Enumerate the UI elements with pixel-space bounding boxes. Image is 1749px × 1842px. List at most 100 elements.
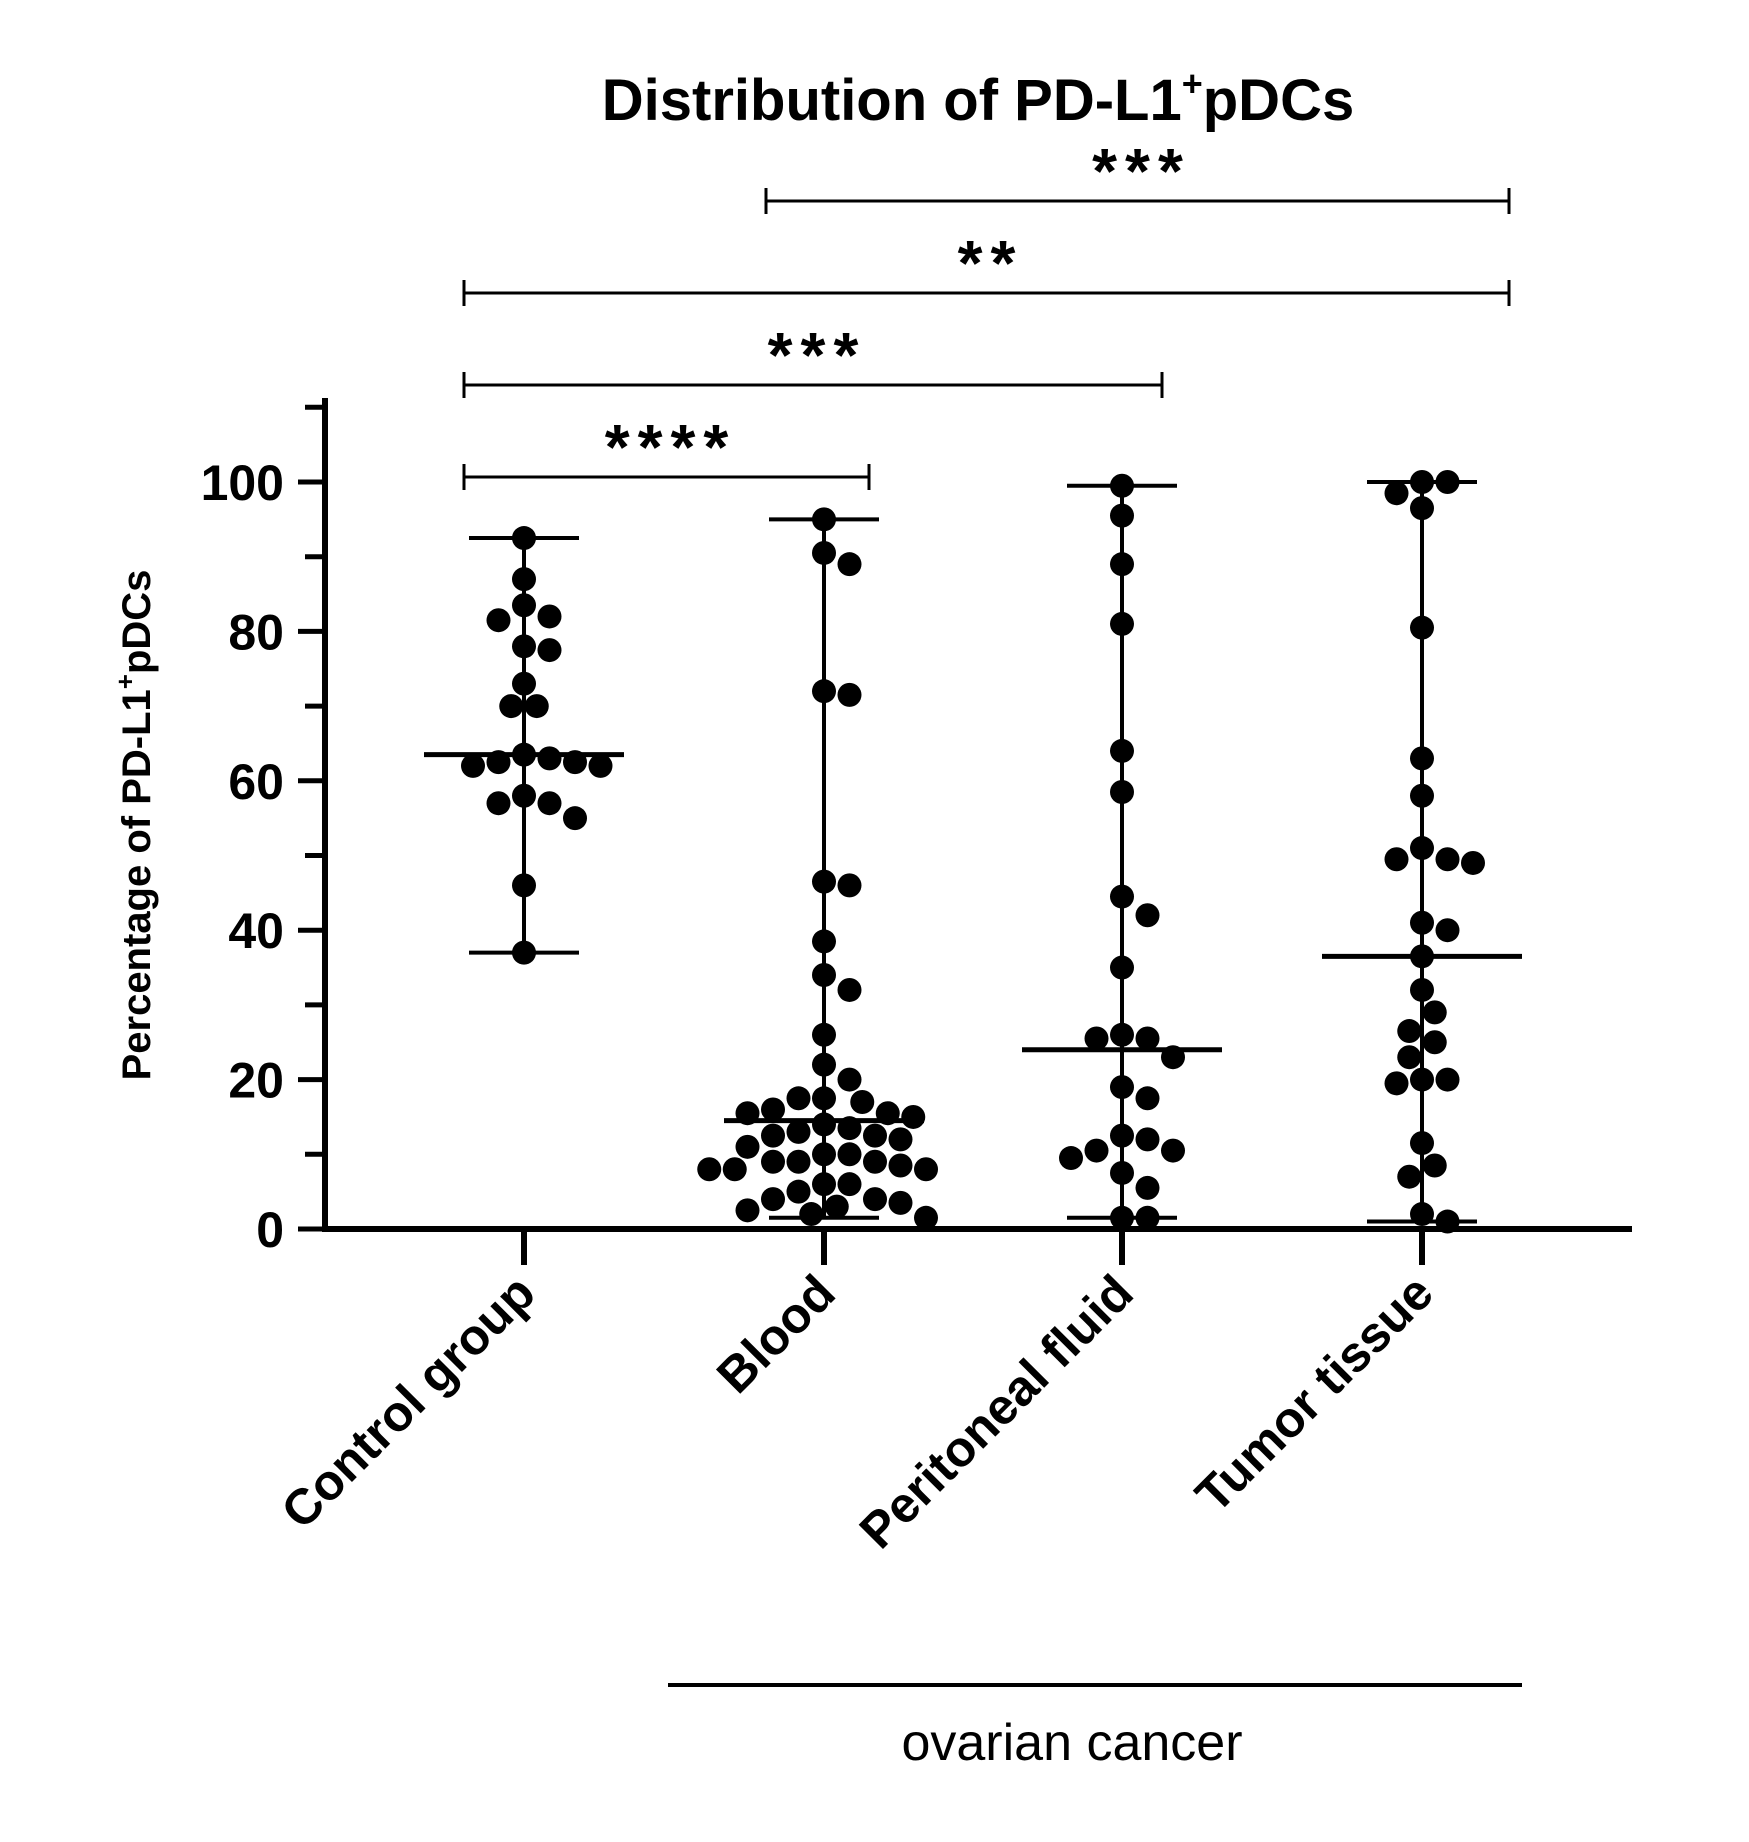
data-point-tumor-tissue-20 [1435, 1067, 1460, 1092]
data-point-tumor-tissue-18 [1397, 1045, 1422, 1070]
x-ticks: Control group Blood Peritoneal fluid Tumor … [271, 1229, 1444, 1559]
data-point-blood-25 [888, 1127, 913, 1152]
data-point-blood-38 [786, 1179, 811, 1204]
bracket-blood-vs-tumor-tissue-label: *** [1092, 135, 1191, 207]
data-point-blood-44 [799, 1202, 824, 1227]
data-point-peritoneal-fluid-20 [1110, 1160, 1134, 1185]
data-point-peritoneal-fluid-3 [1110, 611, 1134, 636]
data-point-blood-30 [863, 1149, 887, 1174]
chart-title-main: Distribution of PD-L1 [602, 68, 1182, 133]
data-point-control-group-6 [537, 638, 562, 663]
data-point-tumor-tissue-11 [1410, 910, 1434, 935]
data-point-blood-31 [761, 1149, 785, 1174]
data-point-peritoneal-fluid-17 [1084, 1138, 1109, 1163]
data-point-blood-29 [786, 1149, 811, 1174]
data-point-tumor-tissue-10 [1461, 850, 1485, 875]
data-point-peritoneal-fluid-5 [1110, 780, 1134, 805]
data-point-blood-27 [812, 1142, 836, 1167]
data-point-peritoneal-fluid-18 [1161, 1138, 1185, 1163]
data-point-tumor-tissue-3 [1410, 496, 1434, 521]
data-point-blood-39 [863, 1187, 887, 1212]
data-point-tumor-tissue-4 [1410, 615, 1434, 640]
data-point-control-group-21 [512, 940, 536, 965]
data-point-blood-28 [837, 1142, 862, 1167]
data-point-tumor-tissue-9 [1384, 847, 1409, 872]
data-point-blood-4 [837, 682, 862, 707]
chart-title: Distribution of PD-L1+pDCs [602, 63, 1354, 133]
data-point-tumor-tissue-19 [1410, 1067, 1434, 1092]
data-point-tumor-tissue-17 [1422, 1030, 1447, 1055]
data-point-blood-40 [761, 1187, 785, 1212]
data-point-tumor-tissue-25 [1410, 1202, 1434, 1227]
data-point-tumor-tissue-23 [1422, 1153, 1447, 1178]
y-tick-label-100: 100 [201, 455, 284, 511]
data-point-control-group-17 [537, 791, 562, 816]
data-point-blood-1 [812, 540, 836, 565]
data-point-peritoneal-fluid-8 [1110, 955, 1134, 980]
data-point-control-group-8 [524, 694, 549, 719]
y-tick-label-40: 40 [228, 903, 284, 959]
group-label-ovarian-cancer: ovarian cancer [901, 1714, 1242, 1772]
bracket-control-group-vs-peritoneal-fluid-label: *** [768, 319, 867, 391]
data-point-control-group-20 [512, 873, 536, 898]
y-tick-label-0: 0 [256, 1202, 284, 1258]
median-lines [424, 752, 1522, 1124]
data-point-tumor-tissue-24 [1397, 1164, 1422, 1189]
data-point-blood-0 [812, 507, 836, 532]
data-point-blood-42 [824, 1194, 849, 1219]
data-point-tumor-tissue-21 [1384, 1071, 1409, 1096]
data-point-peritoneal-fluid-9 [1110, 1022, 1134, 1047]
data-point-blood-24 [761, 1123, 785, 1148]
data-point-blood-36 [812, 1172, 836, 1197]
data-point-blood-15 [850, 1090, 875, 1115]
data-point-peritoneal-fluid-22 [1110, 1205, 1134, 1230]
data-point-control-group-1 [512, 567, 536, 592]
data-point-tumor-tissue-8 [1435, 847, 1460, 872]
data-point-blood-35 [697, 1157, 722, 1182]
y-axis-label: Percentage of PD-L1+pDCs [110, 570, 159, 1081]
data-point-control-group-5 [512, 634, 536, 659]
data-point-blood-34 [914, 1157, 938, 1182]
data-point-blood-2 [837, 552, 862, 577]
data-point-peritoneal-fluid-11 [1084, 1026, 1109, 1051]
data-point-blood-13 [812, 1086, 836, 1111]
data-point-control-group-4 [486, 608, 511, 633]
data-point-blood-9 [837, 977, 862, 1002]
data-point-peritoneal-fluid-4 [1110, 738, 1134, 763]
data-point-blood-43 [735, 1198, 760, 1223]
y-axis-label-tail: pDCs [115, 570, 159, 674]
range-bars [469, 480, 1477, 1224]
data-point-blood-33 [722, 1157, 747, 1182]
x-tick-label-control-group: Control group [271, 1264, 546, 1539]
data-point-blood-6 [837, 873, 862, 898]
data-point-blood-7 [812, 929, 836, 954]
data-point-blood-10 [812, 1022, 836, 1047]
data-point-blood-12 [837, 1067, 862, 1092]
data-point-tumor-tissue-5 [1410, 746, 1434, 771]
data-point-blood-32 [888, 1153, 913, 1178]
data-point-tumor-tissue-1 [1435, 470, 1460, 494]
bracket-control-group-vs-blood-label: **** [605, 411, 737, 483]
data-point-peritoneal-fluid-16 [1135, 1127, 1160, 1152]
data-point-control-group-16 [512, 783, 536, 808]
y-axis-label-superscript: + [110, 674, 140, 689]
data-point-peritoneal-fluid-23 [1135, 1205, 1160, 1230]
data-point-peritoneal-fluid-19 [1059, 1146, 1083, 1171]
data-point-peritoneal-fluid-1 [1110, 503, 1134, 528]
data-point-tumor-tissue-26 [1435, 1209, 1460, 1234]
data-point-peritoneal-fluid-0 [1110, 473, 1134, 498]
y-tick-label-60: 60 [228, 754, 284, 810]
data-point-peritoneal-fluid-15 [1110, 1123, 1134, 1148]
data-point-blood-5 [812, 869, 836, 894]
data-point-peritoneal-fluid-7 [1135, 903, 1160, 928]
data-point-control-group-7 [512, 671, 536, 696]
data-point-peritoneal-fluid-10 [1135, 1026, 1160, 1051]
data-point-control-group-15 [588, 753, 613, 778]
data-point-control-group-0 [512, 526, 536, 551]
data-point-blood-14 [786, 1086, 811, 1111]
data-point-blood-8 [812, 963, 836, 988]
data-point-tumor-tissue-14 [1410, 977, 1434, 1002]
significance-brackets: ************ [462, 135, 1511, 490]
data-point-tumor-tissue-16 [1397, 1019, 1422, 1044]
